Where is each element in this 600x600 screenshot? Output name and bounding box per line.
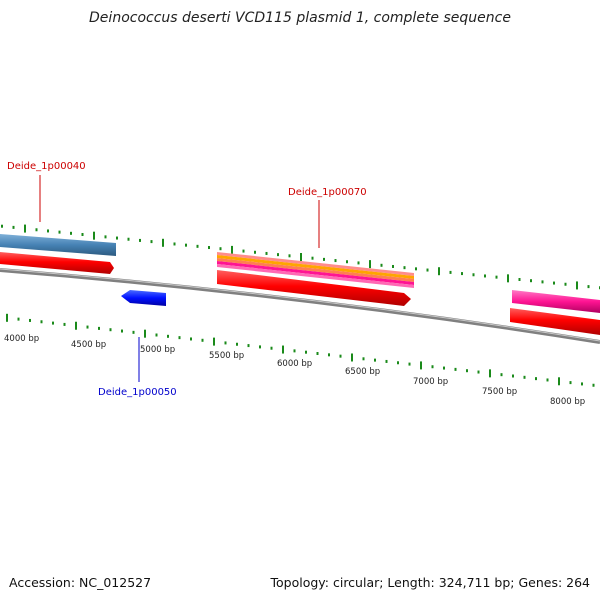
scale-label: 7000 bp [413, 377, 448, 387]
scale-label: 5500 bp [209, 351, 244, 361]
cds-arrow-2[interactable] [217, 270, 411, 306]
cds-arrow-3[interactable] [510, 308, 600, 335]
inner-tick-marks [6, 313, 595, 387]
outer-tick-marks [1, 224, 600, 290]
scale-label: 5000 bp [140, 345, 175, 355]
striped-feature[interactable] [217, 252, 414, 288]
gene-label-deide-1p00050[interactable]: Deide_1p00050 [98, 387, 177, 398]
gene-label-deide-1p00070[interactable]: Deide_1p00070 [288, 187, 367, 198]
backbone-highlight [0, 268, 600, 342]
backbone-line [0, 268, 600, 344]
steelblue-feature-1[interactable] [0, 234, 116, 256]
scale-labels: 4000 bp 4500 bp 5000 bp 5500 bp 6000 bp 6500 … [4, 334, 585, 407]
scale-label: 6500 bp [345, 367, 380, 377]
scale-label: 4000 bp [4, 334, 39, 344]
magenta-feature[interactable] [512, 290, 600, 313]
scale-label: 4500 bp [71, 340, 106, 350]
scale-label: 6000 bp [277, 359, 312, 369]
scale-label: 8000 bp [550, 397, 585, 407]
cds-arrow-1[interactable] [0, 252, 114, 274]
reverse-gene-arrow[interactable] [121, 290, 166, 306]
sequence-stats: Topology: circular; Length: 324,711 bp; … [270, 575, 591, 590]
accession-text: Accession: NC_012527 [9, 575, 152, 590]
scale-label: 7500 bp [482, 387, 517, 397]
map-title: Deinococcus deserti VCD115 plasmid 1, co… [89, 10, 511, 26]
gene-label-deide-1p00040[interactable]: Deide_1p00040 [7, 161, 86, 172]
